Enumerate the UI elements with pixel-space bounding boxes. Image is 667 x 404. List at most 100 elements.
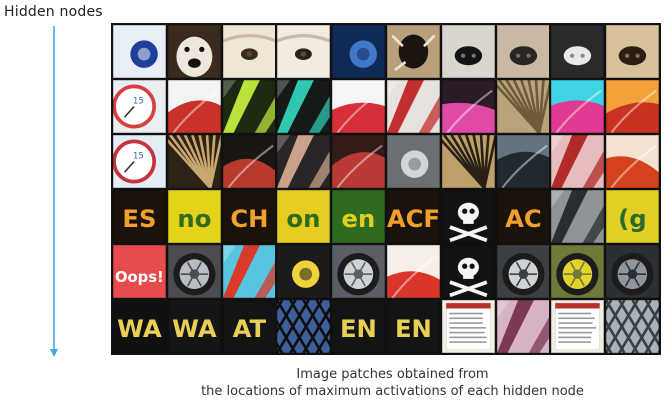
patch-grid: 15 15 ES no CH on en ACF AC (g Oops! WA WA AT EN EN — [111, 23, 661, 355]
patch-image — [277, 25, 331, 78]
patch-lettering: en — [342, 204, 376, 233]
patch-r3-c3-dark-red-curve — [222, 135, 276, 188]
patch-lettering: EN — [340, 314, 377, 343]
patch-image: en — [332, 190, 385, 243]
patch-r4-c8-orange-AC-letters: AC — [496, 190, 550, 243]
patch-image — [496, 245, 550, 298]
patch-r6-c6-yellow-black-EN: EN — [386, 300, 440, 353]
patch-r4-c7-skull-crossbones — [441, 190, 495, 243]
patch-r6-c3-yellow-black-AT: AT — [222, 300, 276, 353]
patch-r5-c6-red-orange-curve — [386, 245, 440, 298]
patch-image — [441, 300, 495, 353]
svg-text:15: 15 — [133, 150, 144, 160]
patch-image — [551, 25, 605, 78]
patch-lettering: Oops! — [115, 269, 164, 286]
patch-r5-c5-car-wheel — [332, 245, 385, 298]
patch-r4-c5-green-on-yellow-text: en — [332, 190, 385, 243]
patch-r6-c8-pink-cloth — [496, 300, 550, 353]
patch-r2-c1-clock-face-red: 15 — [113, 80, 166, 133]
patch-image — [167, 25, 221, 78]
patch-image: on — [277, 190, 331, 243]
patch-image: (g — [606, 190, 659, 243]
patch-r6-c4-blue-lattice — [277, 300, 331, 353]
patch-lettering: WA — [172, 314, 217, 343]
patch-r1-c10-dog-nose-tan — [606, 25, 659, 78]
patch-r6-c2-yellow-black-WA: WA — [167, 300, 221, 353]
patch-r2-c4-teal-yellow-leaf — [277, 80, 331, 133]
patch-r2-c3-green-yellow-shards — [222, 80, 276, 133]
patch-r2-c6-red-white-stripes — [386, 80, 440, 133]
patch-r5-c7-skull-crossbones — [441, 245, 495, 298]
patch-r5-c9-yellow-wheel — [551, 245, 605, 298]
arrow-head — [50, 349, 58, 357]
patch-r2-c5-red-shape-white — [332, 80, 385, 133]
patch-r3-c1-clock-face-15: 15 — [113, 135, 166, 188]
patch-image: AT — [222, 300, 276, 353]
patch-r2-c10-orange-red-curve — [606, 80, 659, 133]
patch-image — [113, 25, 166, 78]
patch-image — [441, 25, 495, 78]
patch-r6-c1-yellow-black-WA: WA — [113, 300, 166, 353]
patch-image — [551, 135, 605, 188]
patch-r4-c9-chrome-car-part — [551, 190, 605, 243]
patch-r1-c3-dog-eye-white-fur — [222, 25, 276, 78]
patch-r1-c4-dog-eye-white-fur — [277, 25, 331, 78]
patch-image — [441, 245, 495, 298]
patch-r4-c6-orange-ACF-letters: ACF — [386, 190, 440, 243]
patch-image: Oops! — [113, 245, 166, 298]
patch-r6-c5-yellow-black-EN: EN — [332, 300, 385, 353]
patch-r2-c2-red-white-curve — [167, 80, 221, 133]
hidden-nodes-label: Hidden nodes — [4, 4, 103, 20]
patch-r6-c9-document-page — [551, 300, 605, 353]
patch-image — [551, 245, 605, 298]
patch-r4-c10-yellow-green-logo: (g — [606, 190, 659, 243]
caption-line-1: Image patches obtained from — [296, 367, 489, 382]
patch-image — [606, 135, 659, 188]
caption: Image patches obtained from the location… — [120, 366, 665, 400]
patch-r2-c8-woven-basket — [496, 80, 550, 133]
patch-r4-c3-orange-CH-letters: CH — [222, 190, 276, 243]
patch-r6-c7-document-page — [441, 300, 495, 353]
patch-r3-c6-silver-loop — [386, 135, 440, 188]
patch-lettering: AC — [505, 204, 542, 233]
patch-image: 15 — [113, 80, 166, 133]
patch-image — [441, 135, 495, 188]
patch-image — [386, 245, 440, 298]
patch-image: EN — [332, 300, 385, 353]
patch-image: CH — [222, 190, 276, 243]
patch-image — [332, 135, 385, 188]
patch-lettering: WA — [117, 314, 162, 343]
patch-image — [167, 135, 221, 188]
patch-r1-c2-dog-face-dark — [167, 25, 221, 78]
patch-r6-c10-grey-building — [606, 300, 659, 353]
patch-image — [496, 80, 550, 133]
patch-r4-c4-green-on-yellow-text: on — [277, 190, 331, 243]
patch-image — [277, 135, 331, 188]
patch-image — [496, 300, 550, 353]
caption-line-2: the locations of maximum activations of … — [201, 384, 584, 399]
patch-r5-c2-grey-tire — [167, 245, 221, 298]
patch-image: ACF — [386, 190, 440, 243]
patch-lettering: ES — [122, 204, 156, 233]
patch-lettering: (g — [618, 204, 646, 233]
patch-lettering: no — [177, 204, 211, 233]
patch-lettering: on — [287, 204, 321, 233]
patch-lettering: ACF — [387, 204, 440, 233]
patch-r3-c5-red-fruit — [332, 135, 385, 188]
patch-image — [386, 135, 440, 188]
patch-lettering: EN — [395, 314, 432, 343]
patch-image: no — [167, 190, 221, 243]
patch-r3-c7-woven-fan — [441, 135, 495, 188]
patch-image: EN — [386, 300, 440, 353]
patch-image — [606, 80, 659, 133]
patch-r1-c5-blue-ring — [332, 25, 385, 78]
patch-r2-c7-pink-petals — [441, 80, 495, 133]
patch-image: AC — [496, 190, 550, 243]
patch-r3-c4-metallic-ribbon — [277, 135, 331, 188]
patch-r5-c8-car-wheel — [496, 245, 550, 298]
patch-r5-c3-red-cyan-shapes — [222, 245, 276, 298]
patch-r3-c2-tan-woven — [167, 135, 221, 188]
patch-image — [222, 135, 276, 188]
patch-r1-c9-dog-nose-black — [551, 25, 605, 78]
patch-image — [496, 135, 550, 188]
